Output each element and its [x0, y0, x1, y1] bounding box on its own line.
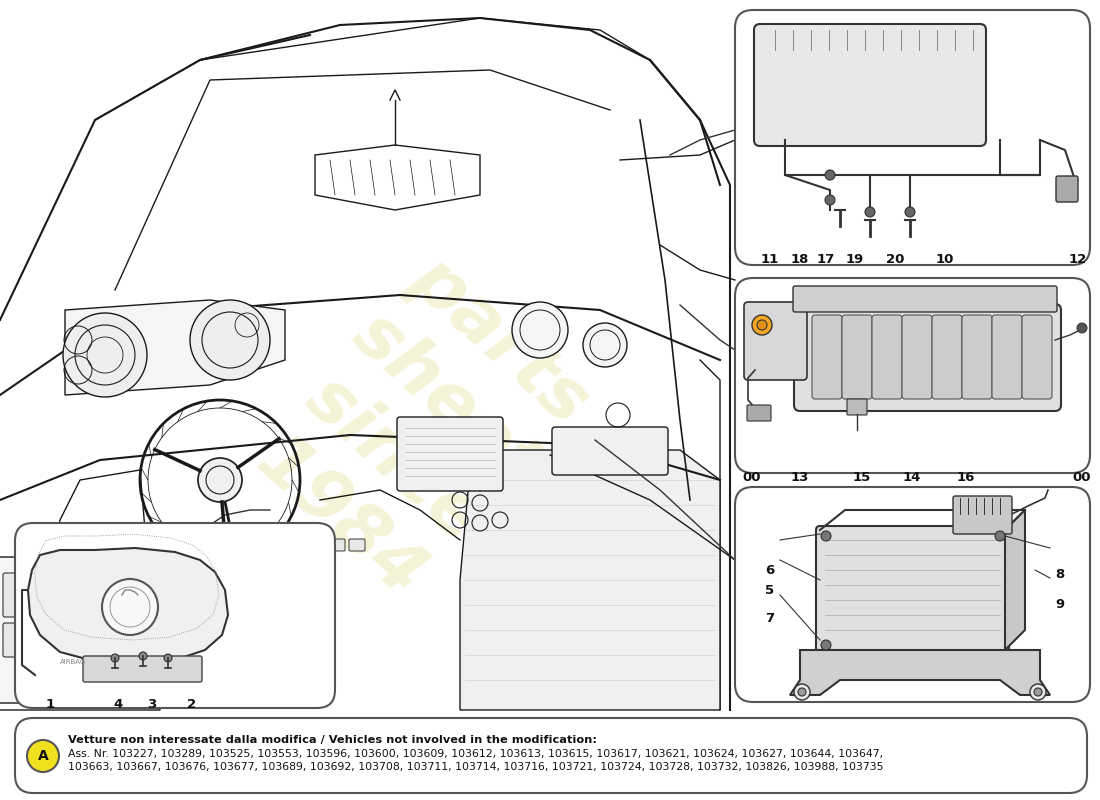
FancyBboxPatch shape [794, 304, 1062, 411]
Text: 17: 17 [817, 253, 835, 266]
Circle shape [1077, 323, 1087, 333]
Circle shape [28, 740, 59, 772]
Circle shape [757, 320, 767, 330]
FancyBboxPatch shape [744, 302, 807, 380]
Circle shape [1030, 684, 1046, 700]
Polygon shape [460, 450, 720, 710]
Circle shape [102, 579, 158, 635]
Text: 15: 15 [852, 471, 871, 484]
FancyBboxPatch shape [842, 315, 872, 399]
FancyBboxPatch shape [816, 526, 1009, 654]
FancyBboxPatch shape [812, 315, 842, 399]
Circle shape [190, 300, 270, 380]
FancyBboxPatch shape [735, 487, 1090, 702]
Circle shape [198, 458, 242, 502]
Text: 14: 14 [903, 471, 921, 484]
Circle shape [825, 195, 835, 205]
FancyBboxPatch shape [872, 315, 902, 399]
Circle shape [905, 207, 915, 217]
Text: parts
sheet
since
1984: parts sheet since 1984 [232, 239, 607, 621]
Text: Ass. Nr. 103227, 103289, 103525, 103553, 103596, 103600, 103609, 103612, 103613,: Ass. Nr. 103227, 103289, 103525, 103553,… [68, 749, 883, 759]
Text: 10: 10 [936, 253, 954, 266]
FancyBboxPatch shape [349, 539, 365, 551]
Circle shape [798, 688, 806, 696]
Text: Vetture non interessate dalla modifica / Vehicles not involved in the modificati: Vetture non interessate dalla modifica /… [68, 735, 597, 745]
Circle shape [63, 313, 147, 397]
Text: 00: 00 [1072, 471, 1091, 484]
Polygon shape [1005, 510, 1025, 650]
Circle shape [111, 654, 119, 662]
Polygon shape [65, 300, 285, 395]
FancyBboxPatch shape [932, 315, 962, 399]
Text: AIRBAG: AIRBAG [60, 659, 86, 665]
FancyBboxPatch shape [309, 539, 324, 551]
Circle shape [583, 323, 627, 367]
FancyBboxPatch shape [397, 417, 503, 491]
FancyBboxPatch shape [992, 315, 1022, 399]
Text: 18: 18 [791, 253, 810, 266]
Text: 103663, 103667, 103676, 103677, 103689, 103692, 103708, 103711, 103714, 103716, : 103663, 103667, 103676, 103677, 103689, … [68, 762, 883, 772]
Circle shape [865, 207, 874, 217]
FancyBboxPatch shape [329, 539, 345, 551]
FancyBboxPatch shape [1022, 315, 1052, 399]
FancyBboxPatch shape [735, 278, 1090, 473]
FancyBboxPatch shape [0, 557, 63, 703]
Text: 6: 6 [766, 563, 774, 577]
FancyBboxPatch shape [953, 496, 1012, 534]
Text: 5: 5 [766, 583, 774, 597]
Circle shape [821, 640, 830, 650]
Text: 19: 19 [846, 253, 865, 266]
Text: 3: 3 [147, 698, 156, 711]
FancyBboxPatch shape [793, 286, 1057, 312]
Circle shape [825, 170, 835, 180]
FancyBboxPatch shape [3, 623, 55, 657]
Text: 1: 1 [45, 698, 55, 711]
FancyBboxPatch shape [289, 539, 305, 551]
Text: 2: 2 [187, 698, 197, 711]
Text: 16: 16 [957, 471, 976, 484]
FancyBboxPatch shape [735, 10, 1090, 265]
Text: 13: 13 [791, 471, 810, 484]
FancyBboxPatch shape [82, 656, 202, 682]
Text: 00: 00 [742, 471, 761, 484]
Text: 8: 8 [1055, 569, 1065, 582]
FancyBboxPatch shape [902, 315, 932, 399]
FancyBboxPatch shape [747, 405, 771, 421]
FancyBboxPatch shape [552, 427, 668, 475]
FancyBboxPatch shape [15, 718, 1087, 793]
Text: 12: 12 [1069, 253, 1087, 266]
Circle shape [1034, 688, 1042, 696]
Circle shape [794, 684, 810, 700]
Circle shape [752, 315, 772, 335]
Text: A: A [37, 749, 48, 763]
Text: 11: 11 [761, 253, 779, 266]
Text: 9: 9 [1055, 598, 1065, 611]
Circle shape [996, 531, 1005, 541]
FancyBboxPatch shape [3, 573, 55, 617]
FancyBboxPatch shape [754, 24, 986, 146]
FancyBboxPatch shape [15, 523, 335, 708]
FancyBboxPatch shape [847, 399, 867, 415]
Circle shape [139, 652, 147, 660]
Text: 4: 4 [113, 698, 122, 711]
FancyBboxPatch shape [1056, 176, 1078, 202]
Circle shape [164, 654, 172, 662]
Circle shape [512, 302, 568, 358]
Polygon shape [28, 548, 228, 663]
Circle shape [821, 531, 830, 541]
Polygon shape [790, 650, 1050, 695]
Text: 7: 7 [766, 611, 774, 625]
Text: 20: 20 [886, 253, 904, 266]
FancyBboxPatch shape [962, 315, 992, 399]
